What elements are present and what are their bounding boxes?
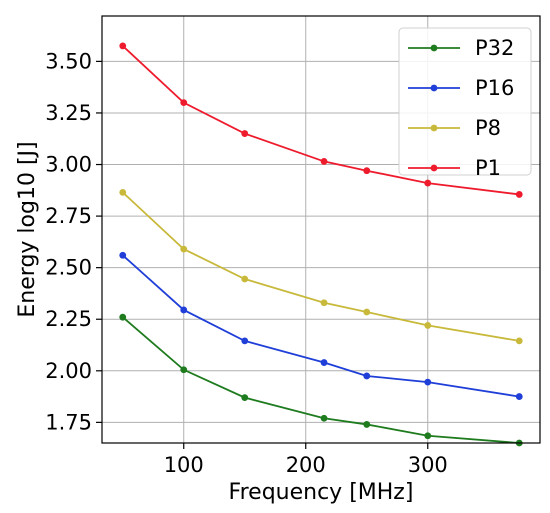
series-p1 <box>119 42 523 198</box>
series-line <box>122 191 520 342</box>
data-point <box>320 359 328 366</box>
legend-box <box>398 27 532 176</box>
data-point <box>119 42 127 50</box>
y-axis-label: Energy log10 [J] <box>15 141 40 317</box>
legend-label: P1 <box>475 156 501 180</box>
data-point <box>515 191 523 198</box>
data-point <box>363 308 371 316</box>
data-point <box>180 366 188 374</box>
data-point <box>241 275 249 283</box>
y-tick-label: 3.25 <box>45 101 92 125</box>
data-point <box>363 421 371 428</box>
data-point <box>515 393 523 400</box>
data-point <box>515 337 523 345</box>
series-layer <box>119 42 523 447</box>
y-tick-label: 2.75 <box>45 204 92 228</box>
data-point <box>363 372 371 380</box>
y-tick-label: 3.50 <box>45 49 92 73</box>
x-tick-label: 200 <box>286 453 326 477</box>
legend-label: P32 <box>475 36 514 60</box>
data-point <box>424 378 432 386</box>
data-point <box>180 99 188 107</box>
legend-label: P16 <box>475 76 514 100</box>
data-point <box>119 251 127 259</box>
legend-marker <box>430 124 438 132</box>
y-tick-label: 2.00 <box>45 359 92 383</box>
legend-label: P8 <box>475 116 501 140</box>
data-point <box>320 414 328 422</box>
axis-ticks: 100 200 300 1.75 2.00 2.25 2.50 2.75 3.00 3.25 3.5… <box>45 49 448 477</box>
y-tick-label: 2.25 <box>45 307 92 331</box>
legend-item: P16 <box>408 76 514 100</box>
x-tick-label: 300 <box>408 453 448 477</box>
legend-marker <box>430 164 438 172</box>
data-point <box>424 179 432 187</box>
y-tick-label: 1.75 <box>45 410 92 434</box>
data-point <box>119 313 127 321</box>
series-p32 <box>119 313 523 447</box>
series-p16 <box>119 251 523 400</box>
legend-item: P1 <box>408 156 501 180</box>
data-point <box>320 158 328 165</box>
data-point <box>424 322 432 329</box>
data-point <box>180 306 188 314</box>
data-point <box>119 188 127 196</box>
data-point <box>363 167 371 175</box>
legend-marker <box>430 44 438 52</box>
data-point <box>180 245 188 253</box>
data-point <box>424 432 432 440</box>
x-tick-label: 100 <box>164 453 204 477</box>
data-point <box>320 299 328 307</box>
y-tick-label: 2.50 <box>45 256 92 280</box>
y-tick-label: 3.00 <box>45 153 92 177</box>
data-point <box>241 130 249 137</box>
legend-marker <box>430 84 438 92</box>
plot-frame <box>101 15 541 444</box>
series-p8 <box>119 188 523 345</box>
data-point <box>241 337 249 345</box>
x-axis-label: Frequency [MHz] <box>229 480 414 505</box>
data-point <box>241 394 249 402</box>
series-line <box>122 254 520 398</box>
legend-item: P8 <box>408 116 501 140</box>
legend: P32 P16 P8 P1 <box>398 27 532 180</box>
series-line <box>122 316 520 444</box>
legend-item: P32 <box>408 36 514 60</box>
